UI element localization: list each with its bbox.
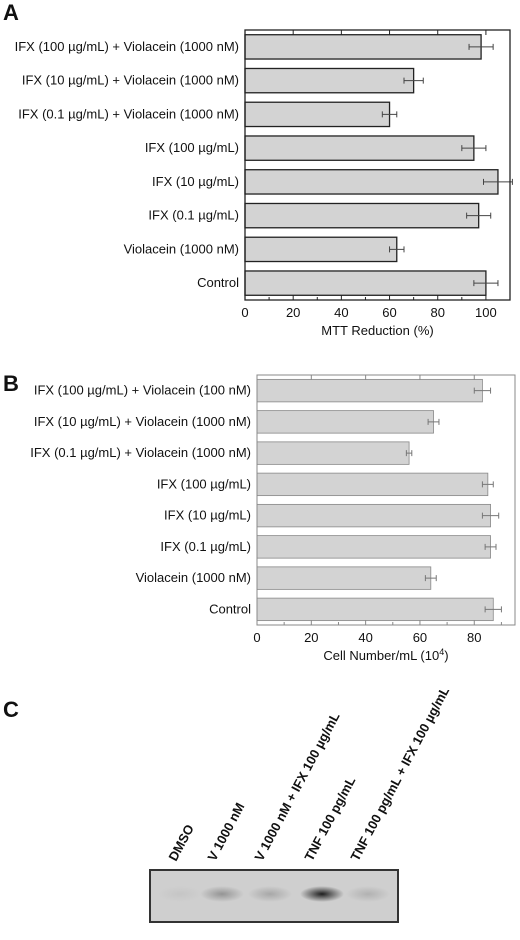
blot-band-2	[200, 886, 244, 902]
category-label-3: IFX (0.1 µg/mL) + Violacein (1000 nM)	[18, 106, 239, 121]
blot-band-1	[158, 886, 202, 902]
x-tick-label-3: 40	[334, 305, 348, 320]
panel-label-a: A	[3, 0, 19, 25]
bar-5	[244, 169, 499, 195]
bar-4	[244, 135, 475, 161]
category-label-5: IFX (10 µg/mL)	[152, 174, 239, 189]
bar-1	[256, 378, 483, 403]
category-label-1: IFX (100 µg/mL) + Violacein (100 nM)	[34, 383, 251, 398]
bar-2	[256, 410, 434, 434]
category-label-2: IFX (10 µg/mL) + Violacein (1000 nM)	[34, 414, 251, 429]
category-label-4: IFX (100 µg/mL)	[157, 476, 251, 491]
panel-label-b: B	[3, 371, 19, 396]
chart-b: IFX (100 µg/mL) + Violacein (100 nM) IFX …	[30, 374, 516, 663]
x-tick-label-5: 80	[430, 305, 444, 320]
lane-label-2: V 1000 nM	[204, 800, 247, 863]
bar-6	[244, 202, 480, 229]
category-label-7: Violacein (1000 nM)	[136, 570, 251, 585]
blot-band-3	[248, 886, 292, 902]
bar-2	[244, 67, 415, 94]
blot-band-5	[346, 886, 390, 902]
x-tick-label-4: 60	[382, 305, 396, 320]
lane-label-3: V 1000 nM + IFX 100 µg/mL	[251, 710, 342, 864]
bar-7	[244, 236, 398, 263]
x-tick-label-4: 60	[413, 630, 427, 645]
bar-5	[256, 503, 491, 528]
category-label-8: Control	[197, 275, 239, 290]
x-axis-label: Cell Number/mL (104)	[323, 647, 448, 663]
x-tick-label-1: 0	[241, 305, 248, 320]
lane-label-1: DMSO	[165, 822, 197, 863]
bar-8	[244, 270, 487, 296]
plot-frame	[244, 29, 511, 301]
x-tick-label-2: 20	[304, 630, 318, 645]
bar-4	[256, 472, 489, 497]
lane-label-5: TNF 100 pg/mL + IFX 100 µg/mL	[347, 690, 452, 863]
category-label-8: Control	[209, 601, 251, 616]
category-label-6: IFX (0.1 µg/mL)	[148, 208, 239, 223]
category-label-7: Violacein (1000 nM)	[124, 241, 239, 256]
plot-frame	[256, 374, 516, 626]
bar-3	[256, 441, 410, 465]
category-label-1: IFX (100 µg/mL) + Violacein (1000 nM)	[15, 39, 239, 54]
bar-6	[256, 535, 491, 559]
category-label-3: IFX (0.1 µg/mL) + Violacein (1000 nM)	[30, 445, 251, 460]
x-tick-label-2: 20	[286, 305, 300, 320]
western-blot: DMSO V 1000 nM V 1000 nM + IFX 100 µg/mLTN…	[149, 690, 452, 923]
x-tick-label-6: 100	[475, 305, 497, 320]
category-label-2: IFX (10 µg/mL) + Violacein (1000 nM)	[22, 73, 239, 88]
bar-7	[256, 566, 432, 590]
bar-1	[244, 34, 482, 60]
bar-3	[244, 101, 391, 128]
panel-label-c: C	[3, 697, 19, 722]
x-tick-label-5: 80	[467, 630, 481, 645]
category-label-6: IFX (0.1 µg/mL)	[160, 539, 251, 554]
x-tick-label-1: 0	[253, 630, 260, 645]
x-axis-label: MTT Reduction (%)	[321, 323, 433, 338]
category-label-4: IFX (100 µg/mL)	[145, 140, 239, 155]
category-label-5: IFX (10 µg/mL)	[164, 508, 251, 523]
blot-band-4	[300, 886, 344, 902]
x-tick-label-3: 40	[358, 630, 372, 645]
x-axis-label-end: )	[444, 648, 448, 663]
bar-8	[256, 597, 494, 622]
x-axis-label-superscript: 4	[439, 647, 444, 657]
chart-a: IFX (100 µg/mL) + Violacein (1000 nM) IFX…	[15, 29, 513, 338]
